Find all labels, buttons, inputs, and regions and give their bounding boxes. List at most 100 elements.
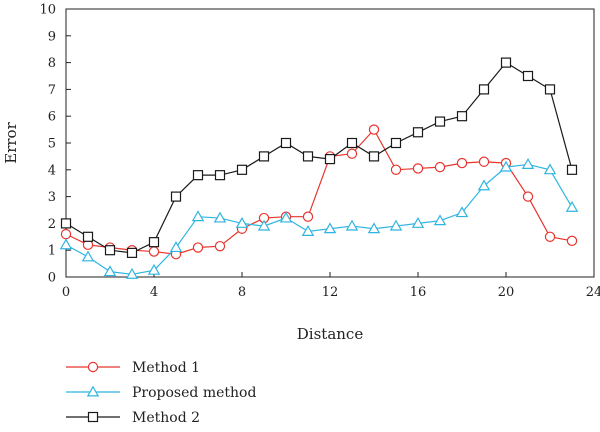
data-point-square bbox=[60, 218, 72, 229]
data-point-triangle bbox=[301, 225, 315, 236]
y-tick-label: 8 bbox=[48, 56, 56, 71]
y-tick-label: 1 bbox=[48, 244, 56, 259]
legend-item: Method 1 bbox=[66, 360, 200, 376]
data-point-square bbox=[456, 111, 468, 122]
x-tick-label: 16 bbox=[410, 285, 427, 300]
x-tick-label: 24 bbox=[586, 285, 600, 300]
data-point-triangle bbox=[279, 211, 293, 223]
data-point-circle bbox=[214, 240, 226, 252]
x-tick-label: 8 bbox=[238, 285, 246, 300]
data-point-triangle bbox=[235, 216, 249, 228]
data-point-circle bbox=[544, 231, 556, 242]
data-point-square bbox=[170, 191, 182, 202]
data-point-circle bbox=[434, 161, 446, 173]
data-point-triangle bbox=[125, 267, 139, 279]
legend-label: Method 2 bbox=[132, 410, 200, 426]
data-point-square bbox=[236, 164, 248, 175]
data-point-triangle bbox=[411, 216, 425, 228]
data-point-circle bbox=[302, 211, 314, 222]
data-point-square bbox=[412, 127, 424, 138]
data-point-circle bbox=[60, 228, 72, 240]
data-point-triangle bbox=[477, 179, 491, 191]
x-axis-title: Distance bbox=[297, 325, 364, 343]
legend: Method 1 Proposed method Method 2 bbox=[66, 360, 256, 426]
data-point-triangle bbox=[59, 238, 73, 250]
data-point-triangle bbox=[499, 160, 513, 172]
data-point-triangle bbox=[86, 385, 100, 397]
data-point-square bbox=[566, 164, 578, 175]
data-point-circle bbox=[456, 157, 468, 169]
data-point-square bbox=[478, 84, 490, 95]
legend-item: Method 2 bbox=[66, 410, 200, 426]
plot-area-frame bbox=[65, 8, 595, 278]
data-point-triangle bbox=[81, 250, 95, 262]
data-point-circle bbox=[390, 164, 402, 175]
y-tick-label: 7 bbox=[48, 83, 56, 98]
y-tick-label: 5 bbox=[48, 137, 56, 152]
data-point-square bbox=[324, 153, 336, 165]
y-tick-label: 0 bbox=[48, 271, 56, 286]
data-point-triangle bbox=[103, 265, 117, 277]
data-point-triangle bbox=[257, 219, 271, 231]
data-point-triangle bbox=[433, 214, 447, 226]
data-point-square bbox=[192, 170, 204, 181]
data-point-square bbox=[87, 411, 99, 423]
data-point-triangle bbox=[565, 200, 579, 212]
data-point-triangle bbox=[389, 219, 403, 231]
data-point-square bbox=[214, 170, 226, 181]
y-tick-label: 6 bbox=[48, 110, 56, 125]
data-point-circle bbox=[87, 361, 99, 373]
legend-label: Proposed method bbox=[132, 385, 256, 401]
data-point-triangle bbox=[323, 222, 337, 234]
legend-label: Method 1 bbox=[132, 360, 200, 376]
series-line bbox=[65, 163, 573, 275]
y-tick-label: 10 bbox=[39, 3, 56, 18]
y-axis-title: Error bbox=[2, 121, 20, 163]
data-point-square bbox=[126, 247, 138, 258]
series bbox=[60, 57, 578, 258]
data-point-circle bbox=[148, 246, 160, 257]
data-point-triangle bbox=[455, 206, 469, 218]
data-point-square bbox=[280, 137, 292, 149]
data-point-triangle bbox=[367, 222, 381, 234]
data-point-square bbox=[434, 116, 446, 127]
series-line bbox=[65, 128, 573, 255]
x-tick-label: 12 bbox=[322, 285, 339, 300]
data-point-triangle bbox=[543, 163, 557, 175]
y-tick-label: 4 bbox=[48, 163, 56, 178]
data-point-circle bbox=[192, 242, 204, 253]
data-point-triangle bbox=[213, 211, 227, 223]
data-point-circle bbox=[522, 191, 534, 202]
series bbox=[59, 158, 579, 279]
data-point-triangle bbox=[147, 263, 161, 275]
data-point-square bbox=[148, 237, 160, 248]
data-point-triangle bbox=[521, 158, 535, 169]
series-group bbox=[59, 57, 579, 279]
data-point-square bbox=[500, 57, 512, 68]
data-point-triangle bbox=[169, 241, 183, 253]
data-point-circle bbox=[346, 148, 358, 159]
data-point-circle bbox=[566, 235, 578, 247]
data-point-square bbox=[104, 245, 116, 256]
series-line bbox=[65, 61, 573, 254]
data-point-square bbox=[346, 137, 358, 149]
x-tick-label: 0 bbox=[62, 285, 70, 300]
data-point-square bbox=[544, 84, 556, 95]
data-point-square bbox=[82, 231, 94, 242]
y-tick-label: 9 bbox=[48, 29, 56, 44]
y-tick-label: 3 bbox=[48, 190, 56, 205]
data-point-square bbox=[522, 70, 534, 82]
series bbox=[60, 124, 578, 260]
data-point-square bbox=[258, 151, 270, 162]
y-tick-label: 2 bbox=[48, 217, 56, 232]
data-point-circle bbox=[368, 124, 380, 135]
data-point-square bbox=[302, 151, 314, 162]
x-tick-label: 20 bbox=[498, 285, 515, 300]
legend-item: Proposed method bbox=[66, 385, 256, 401]
data-point-circle bbox=[478, 156, 490, 167]
data-point-triangle bbox=[345, 219, 359, 231]
x-tick-label: 4 bbox=[150, 285, 158, 300]
data-point-triangle bbox=[191, 210, 205, 222]
